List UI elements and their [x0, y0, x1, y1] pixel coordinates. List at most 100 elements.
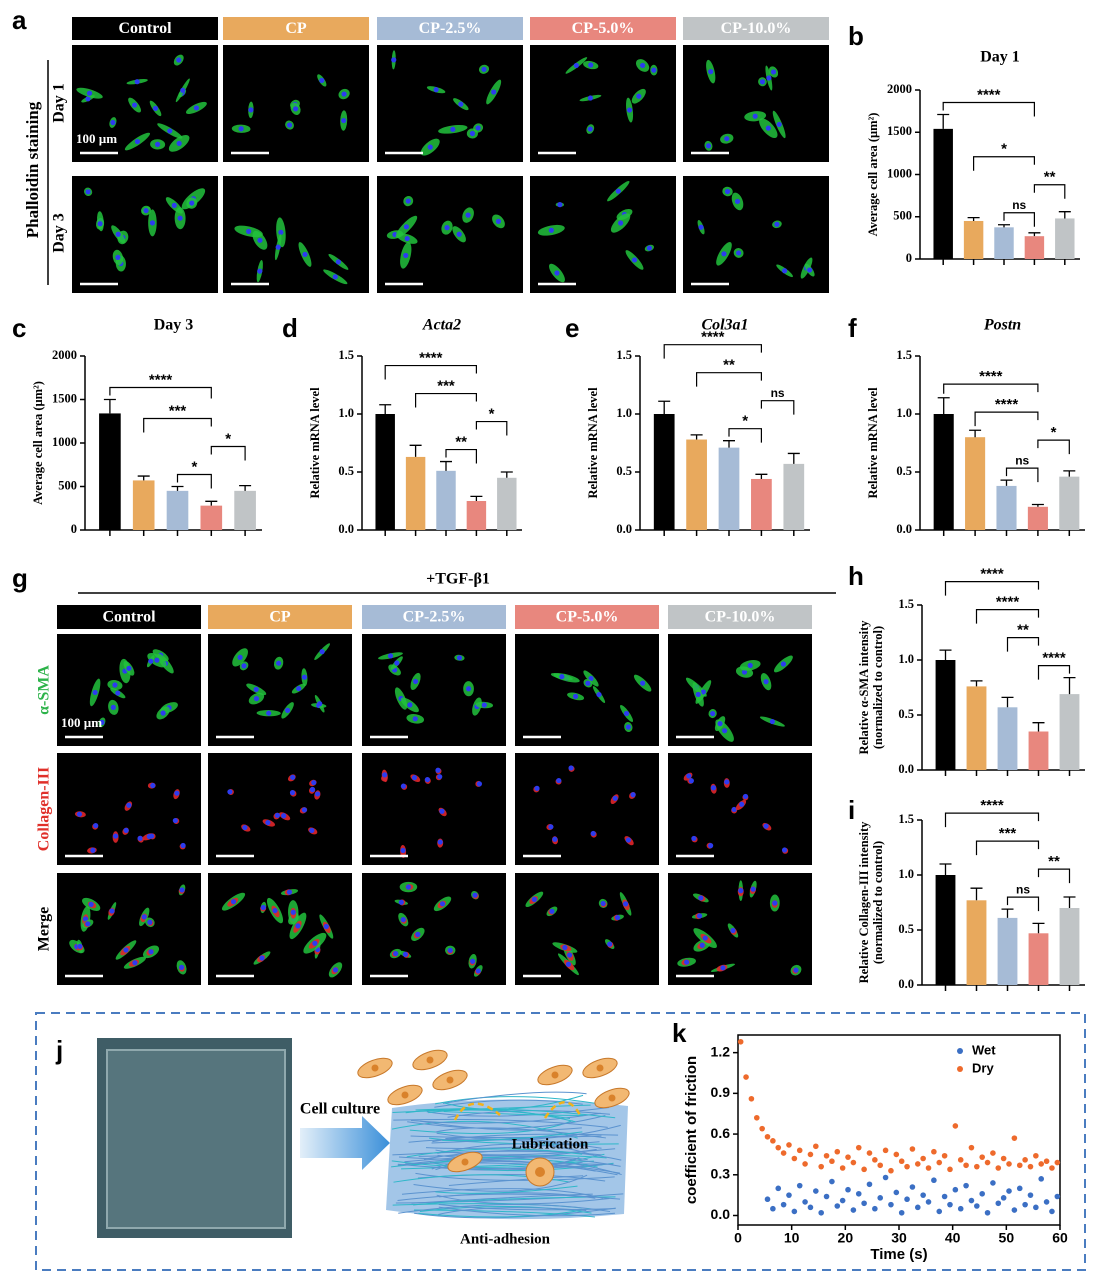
nucleus: [717, 721, 723, 727]
point: [850, 1159, 857, 1166]
nucleus: [651, 67, 657, 73]
error-bar: [239, 484, 252, 491]
fiber: [411, 1193, 593, 1204]
nucleus: [149, 833, 155, 839]
nucleus: [302, 251, 308, 258]
nucleus: [470, 958, 476, 964]
point: [1038, 1176, 1045, 1182]
x-tick-label: 30: [891, 1230, 907, 1246]
row-group-label: Phalloidin staining: [23, 101, 42, 238]
point: [813, 1188, 819, 1194]
nucleus: [639, 62, 646, 69]
nucleus: [400, 917, 406, 923]
fiber: [447, 1110, 610, 1118]
panel-letter: e: [565, 313, 579, 343]
micrograph: [72, 45, 218, 162]
nucleus: [85, 921, 91, 927]
bar: [963, 220, 984, 259]
bar: [965, 437, 986, 530]
nucleus: [309, 786, 316, 793]
nucleus: [435, 767, 441, 773]
treatment-label: +TGF-β1: [426, 571, 490, 588]
nucleus: [446, 1076, 454, 1084]
point: [872, 1205, 878, 1212]
nucleus: [403, 252, 409, 259]
chart-title: Day 3: [154, 317, 194, 334]
chart-title: Acta2: [422, 317, 461, 334]
error-bar: [1028, 232, 1041, 237]
point: [807, 1204, 814, 1211]
nucleus: [807, 267, 813, 273]
nucleus: [722, 728, 728, 734]
point: [1043, 1199, 1050, 1205]
micrograph: [530, 45, 676, 162]
bar: [1028, 933, 1049, 985]
error-bar: [440, 460, 452, 471]
nucleus: [177, 215, 183, 221]
significance-label: **: [1048, 853, 1060, 870]
nucleus: [276, 660, 282, 666]
nucleus: [476, 781, 483, 787]
fiber: [426, 1107, 610, 1117]
y-axis-label: Relative α-SMA intensity: [857, 620, 871, 755]
group-header: [668, 605, 812, 629]
bar: [1055, 218, 1075, 259]
nucleus: [588, 62, 594, 68]
y-axis-label: Relative mRNA level: [308, 387, 322, 499]
nucleus: [99, 719, 105, 725]
panel-letter: b: [848, 21, 864, 51]
micrograph: [362, 634, 506, 746]
error-bar: [969, 429, 982, 438]
nucleus: [427, 144, 433, 150]
bar: [375, 414, 395, 530]
point: [839, 1165, 846, 1171]
point: [753, 1114, 760, 1121]
plot-frame: [737, 1034, 1061, 1226]
bar: [751, 478, 772, 530]
significance-bracket: [943, 383, 1039, 394]
group-header: [515, 605, 659, 629]
nucleus: [688, 778, 694, 784]
nucleus: [535, 1167, 545, 1177]
significance-label: ns: [771, 386, 785, 400]
nucleus: [189, 200, 195, 206]
nucleus: [495, 218, 502, 224]
micrograph: [683, 176, 829, 293]
nucleus: [272, 907, 278, 914]
point: [845, 1154, 851, 1160]
point: [1011, 1207, 1018, 1213]
group-header-label: CP: [285, 20, 307, 37]
nucleus: [763, 679, 769, 685]
error-bar: [379, 404, 392, 414]
nucleus: [721, 251, 727, 257]
nucleus: [150, 782, 156, 789]
point: [936, 1159, 943, 1166]
nucleus: [301, 674, 308, 680]
nucleus: [332, 967, 339, 973]
point: [764, 1133, 771, 1140]
fiber: [410, 1135, 602, 1139]
point: [1043, 1158, 1050, 1165]
nucleus: [742, 793, 749, 800]
error-bar: [1000, 479, 1013, 486]
significance-bracket: [384, 364, 477, 380]
point: [1016, 1162, 1023, 1169]
nucleus: [155, 141, 161, 147]
point: [1022, 1157, 1028, 1163]
bar: [466, 501, 487, 530]
nucleus: [612, 795, 618, 801]
nucleus: [475, 968, 481, 974]
y-tick-label: 0.0: [711, 1206, 731, 1222]
x-axis-label: Time (s): [870, 1246, 927, 1263]
nucleus: [295, 923, 301, 929]
point: [1016, 1185, 1023, 1192]
y-axis-label: Relative Collagen-III intensity: [857, 821, 871, 984]
nucleus: [332, 274, 338, 280]
point: [963, 1162, 969, 1169]
nucleus: [246, 228, 252, 234]
point: [1038, 1161, 1045, 1167]
point: [888, 1201, 894, 1208]
y-axis-label: (normalized to control): [871, 626, 885, 749]
point: [877, 1162, 884, 1169]
nucleus: [141, 914, 147, 920]
